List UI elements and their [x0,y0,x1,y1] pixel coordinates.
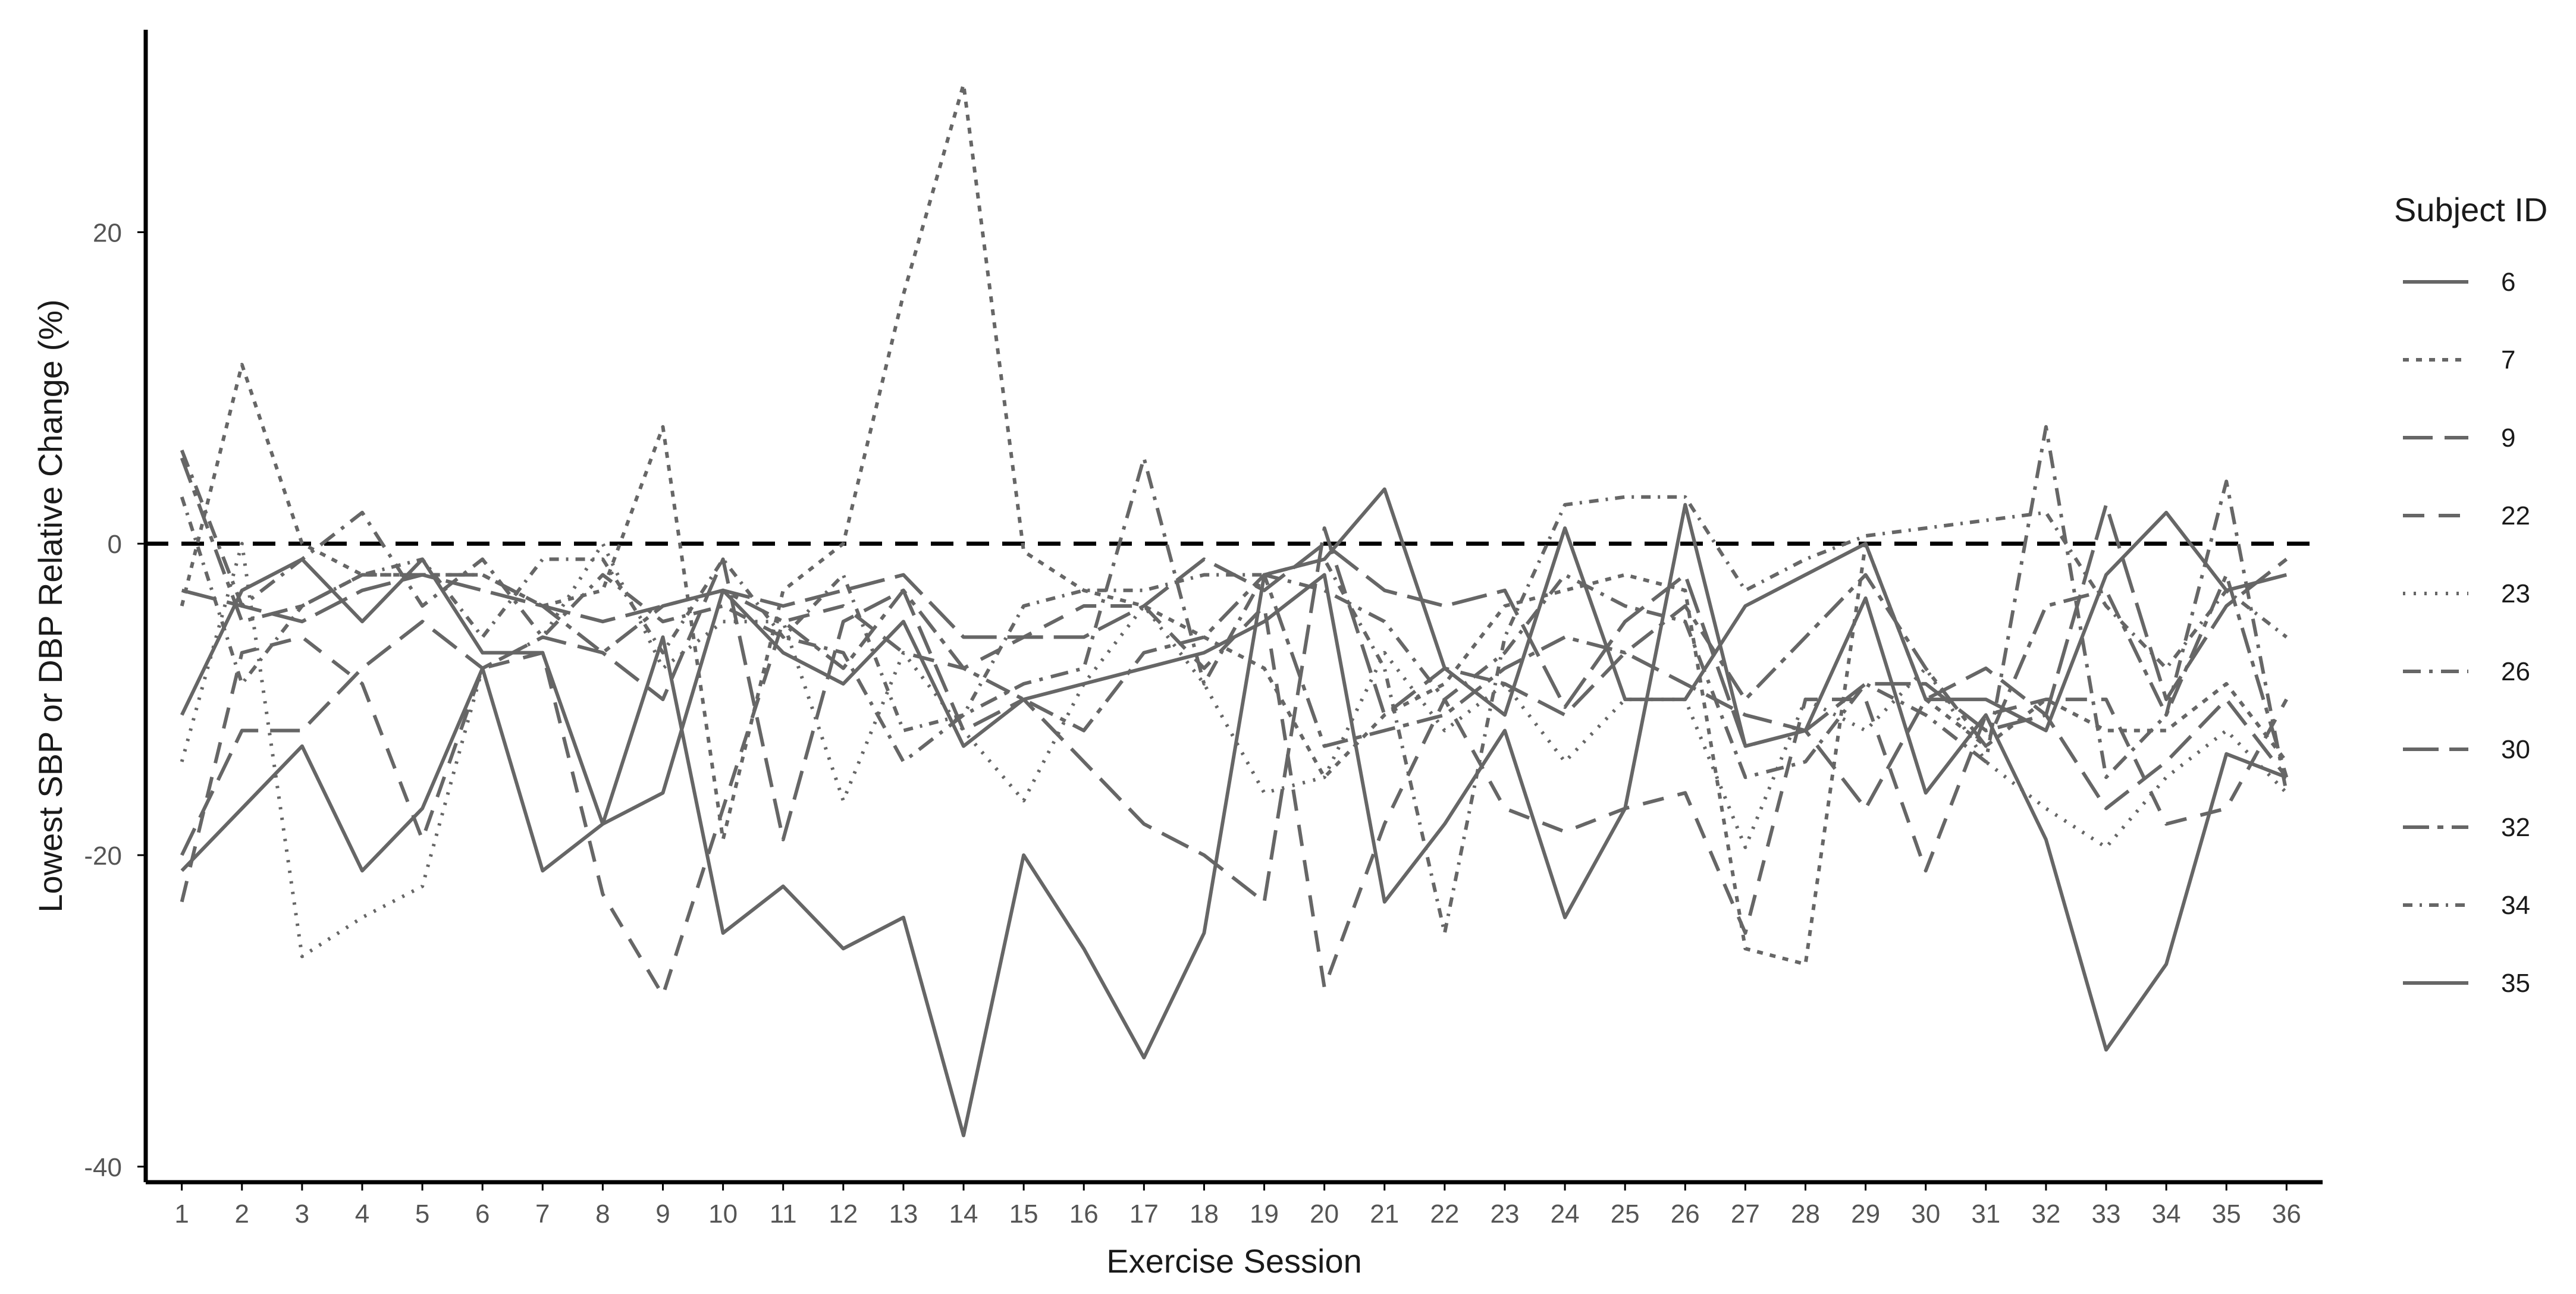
x-tick-label: 22 [1430,1199,1459,1229]
legend-item-22: 22 [2403,501,2530,530]
legend-item-7: 7 [2403,346,2515,375]
x-tick-label: 33 [2092,1199,2121,1229]
x-axis-ticks: 1 2 3 4 5 6 7 8 9 10 11 12 13 14 15 16 17 18 19 20 21 22 23 24 2… [174,1182,2301,1229]
series-line-9 [180,526,2288,904]
x-tick-label: 18 [1190,1199,1219,1229]
x-tick-label: 11 [770,1199,797,1229]
legend-label: 26 [2501,657,2530,686]
legend-label: 35 [2501,969,2530,998]
legend-label: 32 [2501,813,2530,842]
legend-item-32: 32 [2403,813,2530,842]
x-tick-label: 9 [655,1199,670,1229]
x-tick-label: 36 [2272,1199,2301,1229]
x-tick-label: 29 [1851,1199,1880,1229]
series-line-34 [180,495,2288,935]
legend-label: 9 [2501,423,2515,453]
series-line-6 [180,487,2288,1138]
x-tick-label: 35 [2212,1199,2241,1229]
legend-item-6: 6 [2403,268,2515,297]
x-tick-label: 1 [174,1199,189,1229]
x-tick-label: 24 [1551,1199,1580,1229]
x-tick-label: 15 [1009,1199,1038,1229]
x-tick-label: 16 [1069,1199,1099,1229]
legend-title: Subject ID [2394,191,2547,228]
x-tick-label: 14 [949,1199,978,1229]
x-tick-label: 6 [475,1199,490,1229]
legend-label: 23 [2501,579,2530,608]
plot-area: 1 2 3 4 5 6 7 8 9 10 11 12 13 14 15 16 17 18 19 20 21 22 23 24 2… [84,30,2323,1229]
legend-label: 34 [2501,891,2530,920]
legend-item-23: 23 [2403,579,2530,608]
x-tick-label: 21 [1370,1199,1399,1229]
legend-item-30: 30 [2403,735,2530,764]
x-axis-title: Exercise Session [1106,1242,1362,1280]
y-axis-title: Lowest SBP or DBP Relative Change (%) [32,299,69,912]
series-line-7 [180,82,2288,966]
x-tick-label: 5 [415,1199,429,1229]
x-tick-label: 4 [355,1199,369,1229]
x-tick-label: 31 [1971,1199,2000,1229]
series-line-35 [180,502,2288,1052]
x-tick-label: 28 [1791,1199,1820,1229]
x-tick-label: 10 [708,1199,738,1229]
x-tick-label: 19 [1250,1199,1279,1229]
legend-items: 6 7 9 22 23 26 30 32 34 35 [2403,268,2530,998]
y-tick-label: 0 [108,530,122,559]
legend-item-34: 34 [2403,891,2530,920]
legend-item-26: 26 [2403,657,2530,686]
series-line-26 [180,425,2289,793]
x-tick-label: 32 [2031,1199,2060,1229]
y-tick-label: -20 [84,841,122,871]
x-tick-label: 7 [535,1199,550,1229]
legend-label: 30 [2501,735,2530,764]
x-tick-label: 8 [595,1199,610,1229]
x-tick-label: 26 [1671,1199,1700,1229]
y-tick-label: 20 [93,218,122,247]
x-tick-label: 2 [235,1199,249,1229]
x-tick-label: 30 [1911,1199,1940,1229]
series-group [180,82,2289,1138]
x-tick-label: 17 [1129,1199,1159,1229]
series-line-23 [180,542,2288,959]
series-line-22 [180,604,2288,997]
x-tick-label: 25 [1611,1199,1640,1229]
legend-label: 22 [2501,501,2530,530]
legend-label: 6 [2501,268,2515,297]
legend-label: 7 [2501,346,2515,375]
legend: Subject ID 6 7 9 22 23 26 30 32 34 35 [2394,191,2547,998]
x-tick-label: 12 [829,1199,858,1229]
x-tick-label: 23 [1490,1199,1519,1229]
legend-item-35: 35 [2403,969,2530,998]
y-tick-label: -40 [84,1153,122,1182]
x-tick-label: 20 [1310,1199,1339,1229]
y-axis-ticks: 20 0 -20 -40 [84,218,146,1182]
x-tick-label: 3 [295,1199,309,1229]
series-line-32 [180,457,2289,778]
x-tick-label: 27 [1731,1199,1760,1229]
series-line-30 [181,502,2288,748]
x-tick-label: 34 [2152,1199,2181,1229]
legend-item-9: 9 [2403,423,2515,453]
x-tick-label: 13 [889,1199,918,1229]
